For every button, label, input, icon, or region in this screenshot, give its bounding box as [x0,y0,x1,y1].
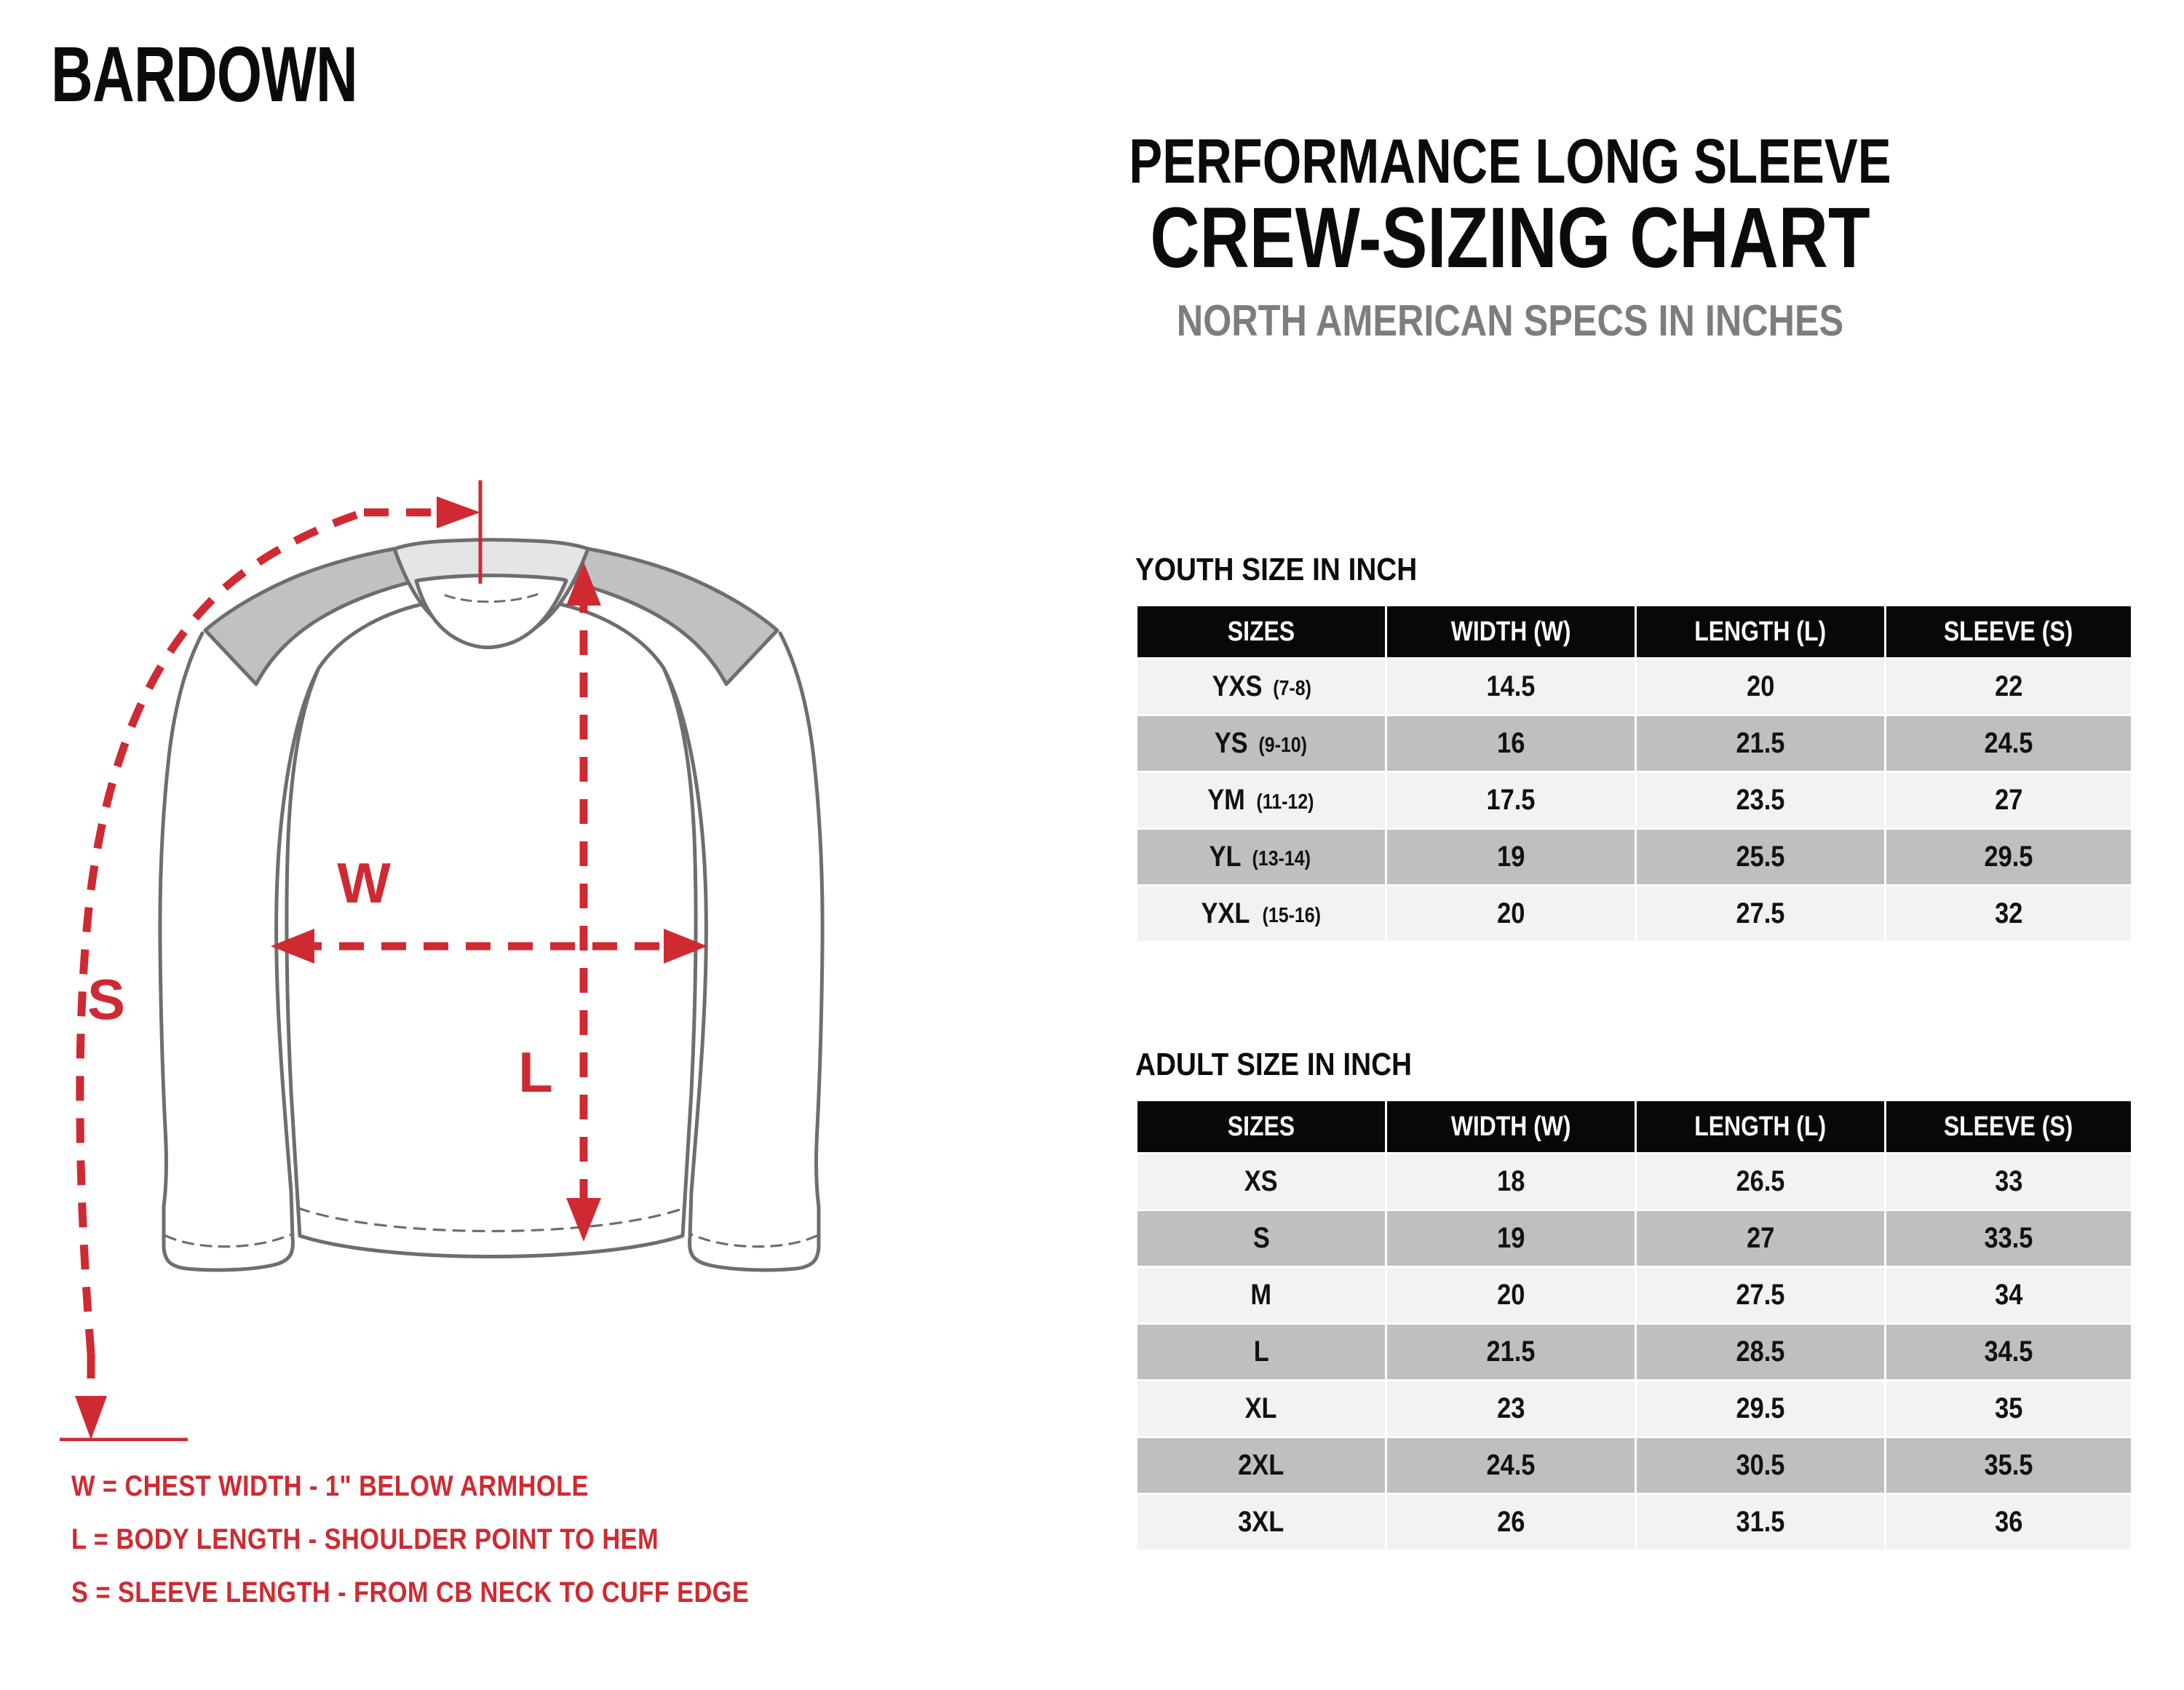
cell-width: 17.5 [1387,773,1635,828]
cell-length: 27.5 [1637,886,1884,941]
cell-size: L [1137,1325,1385,1379]
table-row: YL (13-14) 19 25.5 29.5 [1137,830,2131,884]
dimension-label-s: S [87,967,125,1031]
dimension-label-w: W [337,851,391,915]
cell-sleeve: 24.5 [1886,716,2131,771]
cell-sleeve: 29.5 [1886,830,2131,884]
youth-table-caption: YOUTH SIZE IN INCH [1135,552,1418,587]
table-row: M 20 27.5 34 [1137,1268,2131,1322]
cell-size: YL (13-14) [1137,830,1385,884]
cell-width: 21.5 [1387,1325,1635,1379]
cell-width: 16 [1387,716,1635,771]
cell-size: XL [1137,1381,1385,1436]
cell-size: 2XL [1137,1438,1385,1493]
cell-sleeve: 22 [1886,659,2131,714]
cell-length: 26.5 [1637,1154,1884,1209]
adult-table-caption: ADULT SIZE IN INCH [1135,1047,1413,1082]
cell-width: 24.5 [1387,1438,1635,1493]
cell-sleeve: 34 [1886,1268,2131,1322]
cell-size: YM (11-12) [1137,773,1385,828]
dimension-label-l: L [518,1040,553,1104]
cell-size: S [1137,1211,1385,1266]
table-row: 3XL 26 31.5 36 [1137,1495,2131,1550]
column-header-length: LENGTH (L) [1637,606,1884,657]
cell-sleeve: 32 [1886,886,2131,941]
cell-length: 21.5 [1637,716,1884,771]
legend-line-s: S = SLEEVE LENGTH - FROM CB NECK TO CUFF… [71,1576,750,1608]
cell-width: 19 [1387,830,1635,884]
cell-length: 29.5 [1637,1381,1884,1436]
cell-size: M [1137,1268,1385,1322]
cell-sleeve: 34.5 [1886,1325,2131,1379]
cell-width: 14.5 [1387,659,1635,714]
column-header-sizes: SIZES [1137,606,1385,657]
page-title-line2: CREW-SIZING CHART [1150,190,1870,287]
cell-size: 3XL [1137,1495,1385,1550]
cell-width: 26 [1387,1495,1635,1550]
cell-length: 25.5 [1637,830,1884,884]
cell-length: 23.5 [1637,773,1884,828]
cell-length: 20 [1637,659,1884,714]
cell-size: YS (9-10) [1137,716,1385,771]
cell-size: YXS (7-8) [1137,659,1385,714]
cell-width: 18 [1387,1154,1635,1209]
table-header-row: SIZES WIDTH (W) LENGTH (L) SLEEVE (S) [1137,1101,2131,1152]
cell-width: 20 [1387,886,1635,941]
legend-line-l: L = BODY LENGTH - SHOULDER POINT TO HEM [71,1523,659,1555]
table-row: YXL (15-16) 20 27.5 32 [1137,886,2131,941]
cell-sleeve: 36 [1886,1495,2131,1550]
cell-sleeve: 33 [1886,1154,2131,1209]
cell-sleeve: 35 [1886,1381,2131,1436]
title-block: PERFORMANCE LONG SLEEVE CREW-SIZING CHAR… [859,127,2161,346]
table-row: L 21.5 28.5 34.5 [1137,1325,2131,1379]
cell-size: XS [1137,1154,1385,1209]
column-header-length: LENGTH (L) [1637,1101,1884,1152]
cell-length: 31.5 [1637,1495,1884,1550]
table-header-row: SIZES WIDTH (W) LENGTH (L) SLEEVE (S) [1137,606,2131,657]
adult-size-table-section: ADULT SIZE IN INCH SIZES WIDTH (W) LENGT… [1135,1047,2133,1552]
column-header-sleeve: SLEEVE (S) [1886,1101,2131,1152]
table-row: 2XL 24.5 30.5 35.5 [1137,1438,2131,1493]
table-row: S 19 27 33.5 [1137,1211,2131,1266]
page-title-line1: PERFORMANCE LONG SLEEVE [1129,127,1891,197]
table-row: YS (9-10) 16 21.5 24.5 [1137,716,2131,771]
cell-size: YXL (15-16) [1137,886,1385,941]
youth-size-table-section: YOUTH SIZE IN INCH SIZES WIDTH (W) LENGT… [1135,552,2133,943]
table-row: XS 18 26.5 33 [1137,1154,2131,1209]
cell-width: 23 [1387,1381,1635,1436]
legend: W = CHEST WIDTH - 1" BELOW ARMHOLE L = B… [71,1472,981,1631]
table-row: XL 23 29.5 35 [1137,1381,2131,1436]
youth-size-table: SIZES WIDTH (W) LENGTH (L) SLEEVE (S) YX… [1135,604,2133,943]
cell-sleeve: 35.5 [1886,1438,2131,1493]
table-row: YXS (7-8) 14.5 20 22 [1137,659,2131,714]
column-header-width: WIDTH (W) [1387,606,1635,657]
cell-width: 20 [1387,1268,1635,1322]
column-header-sizes: SIZES [1137,1101,1385,1152]
page-subtitle: NORTH AMERICAN SPECS IN INCHES [1176,295,1844,345]
garment-illustration: W L S [44,393,939,1441]
cell-width: 19 [1387,1211,1635,1266]
column-header-width: WIDTH (W) [1387,1101,1635,1152]
cell-length: 27.5 [1637,1268,1884,1322]
brand-logo: BARDOWN [51,30,358,118]
column-header-sleeve: SLEEVE (S) [1886,606,2131,657]
legend-line-w: W = CHEST WIDTH - 1" BELOW ARMHOLE [71,1470,589,1502]
cell-sleeve: 33.5 [1886,1211,2131,1266]
cell-length: 30.5 [1637,1438,1884,1493]
cell-length: 27 [1637,1211,1884,1266]
cell-length: 28.5 [1637,1325,1884,1379]
adult-size-table: SIZES WIDTH (W) LENGTH (L) SLEEVE (S) XS… [1135,1099,2133,1552]
table-row: YM (11-12) 17.5 23.5 27 [1137,773,2131,828]
cell-sleeve: 27 [1886,773,2131,828]
